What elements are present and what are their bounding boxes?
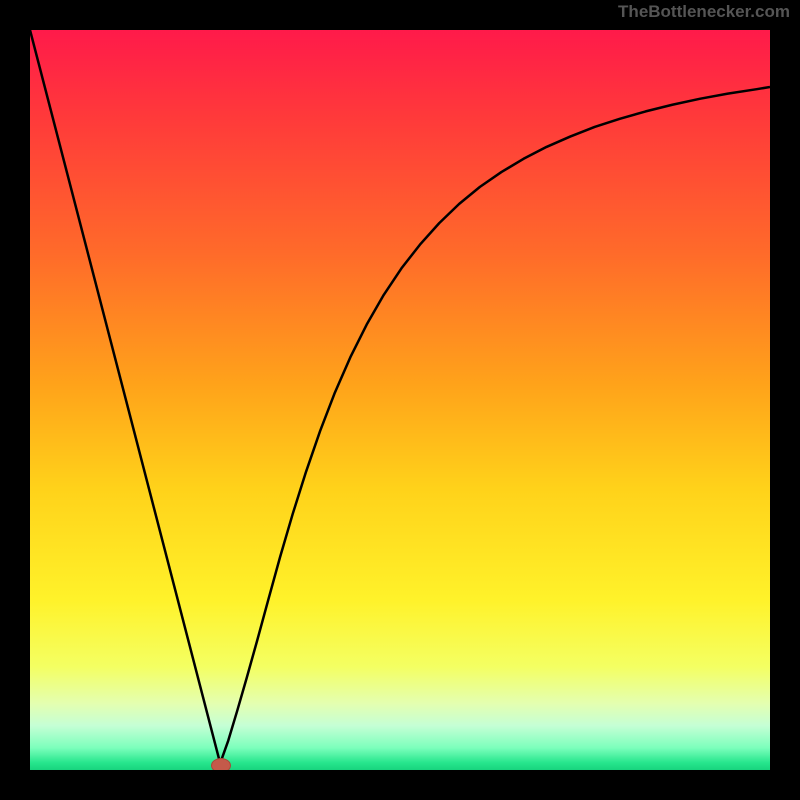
curve-plot <box>30 30 770 770</box>
watermark-text: TheBottlenecker.com <box>618 2 790 22</box>
chart-container: TheBottlenecker.com <box>0 0 800 800</box>
plot-area <box>30 30 770 770</box>
minimum-marker <box>211 758 231 770</box>
curve-right-branch <box>220 87 770 763</box>
curve-left-branch <box>30 30 220 763</box>
